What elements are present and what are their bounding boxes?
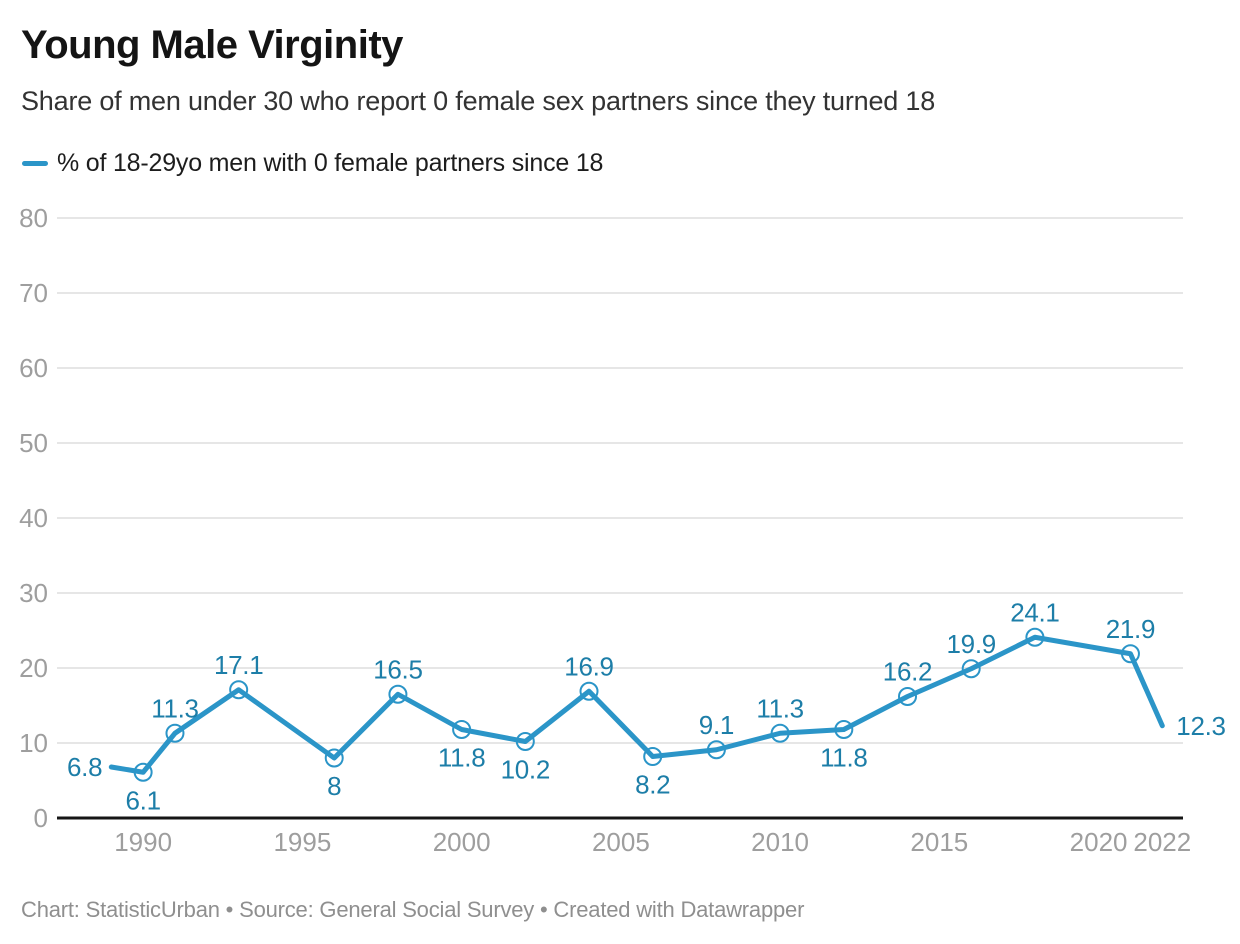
data-point-marker	[706, 740, 726, 760]
x-tick-label: 2022	[1133, 827, 1191, 857]
data-point-marker	[324, 748, 344, 768]
data-value-label: 6.1	[126, 785, 161, 815]
data-value-label: 9.1	[699, 710, 734, 740]
data-value-label: 24.1	[1010, 597, 1059, 627]
y-tick-label: 20	[19, 653, 48, 683]
data-value-label: 11.8	[820, 743, 867, 773]
data-point-marker	[515, 732, 535, 751]
data-point-marker	[1120, 644, 1140, 664]
y-tick-label: 70	[19, 278, 48, 308]
data-point-marker	[229, 680, 249, 700]
y-tick-label: 0	[34, 803, 48, 833]
legend-line-swatch-icon	[22, 161, 48, 166]
data-point-marker	[961, 659, 981, 679]
y-tick-label: 50	[19, 428, 48, 458]
data-point-marker	[1025, 627, 1045, 647]
x-tick-label: 2010	[751, 827, 809, 857]
data-value-label: 19.9	[947, 629, 996, 659]
x-tick-label: 1990	[114, 827, 172, 857]
data-value-label: 12.3	[1176, 711, 1225, 741]
data-value-label: 16.5	[373, 654, 422, 684]
data-value-label: 11.3	[151, 693, 198, 723]
x-tick-label: 2015	[910, 827, 968, 857]
data-value-label: 11.8	[438, 743, 485, 773]
y-tick-label: 40	[19, 503, 48, 533]
x-tick-label: 2000	[433, 827, 491, 857]
data-value-label: 8	[327, 771, 341, 801]
data-point-marker	[898, 687, 918, 706]
x-tick-label: 1995	[273, 827, 331, 857]
y-tick-label: 80	[19, 203, 48, 233]
chart-subtitle: Share of men under 30 who report 0 femal…	[21, 86, 936, 116]
data-point-marker	[834, 720, 854, 739]
data-value-label: 21.9	[1106, 614, 1155, 644]
x-tick-label: 2005	[592, 827, 650, 857]
data-point-marker	[452, 720, 472, 739]
data-point-marker	[133, 762, 153, 782]
data-value-label: 11.3	[756, 693, 803, 723]
page-title: Young Male Virginity	[21, 23, 403, 67]
data-value-label: 16.9	[564, 651, 613, 681]
y-tick-label: 30	[19, 578, 48, 608]
data-point-marker	[770, 723, 790, 743]
data-value-label: 8.2	[635, 770, 670, 800]
legend-label: % of 18-29yo men with 0 female partners …	[57, 149, 604, 177]
data-point-marker	[643, 747, 663, 766]
data-point-marker	[165, 723, 185, 743]
attribution-footer: Chart: StatisticUrban • Source: General …	[21, 897, 805, 922]
data-value-label: 16.2	[883, 657, 932, 687]
data-point-marker	[388, 684, 408, 704]
series-line	[108, 634, 1165, 775]
data-value-label: 10.2	[501, 755, 550, 785]
legend: % of 18-29yo men with 0 female partners …	[22, 149, 603, 178]
data-value-label: 6.8	[67, 752, 102, 782]
data-point-marker	[579, 681, 599, 701]
x-tick-label: 2020	[1070, 827, 1128, 857]
y-tick-label: 60	[19, 353, 48, 383]
data-value-label: 17.1	[214, 650, 263, 680]
y-tick-label: 10	[19, 728, 48, 758]
